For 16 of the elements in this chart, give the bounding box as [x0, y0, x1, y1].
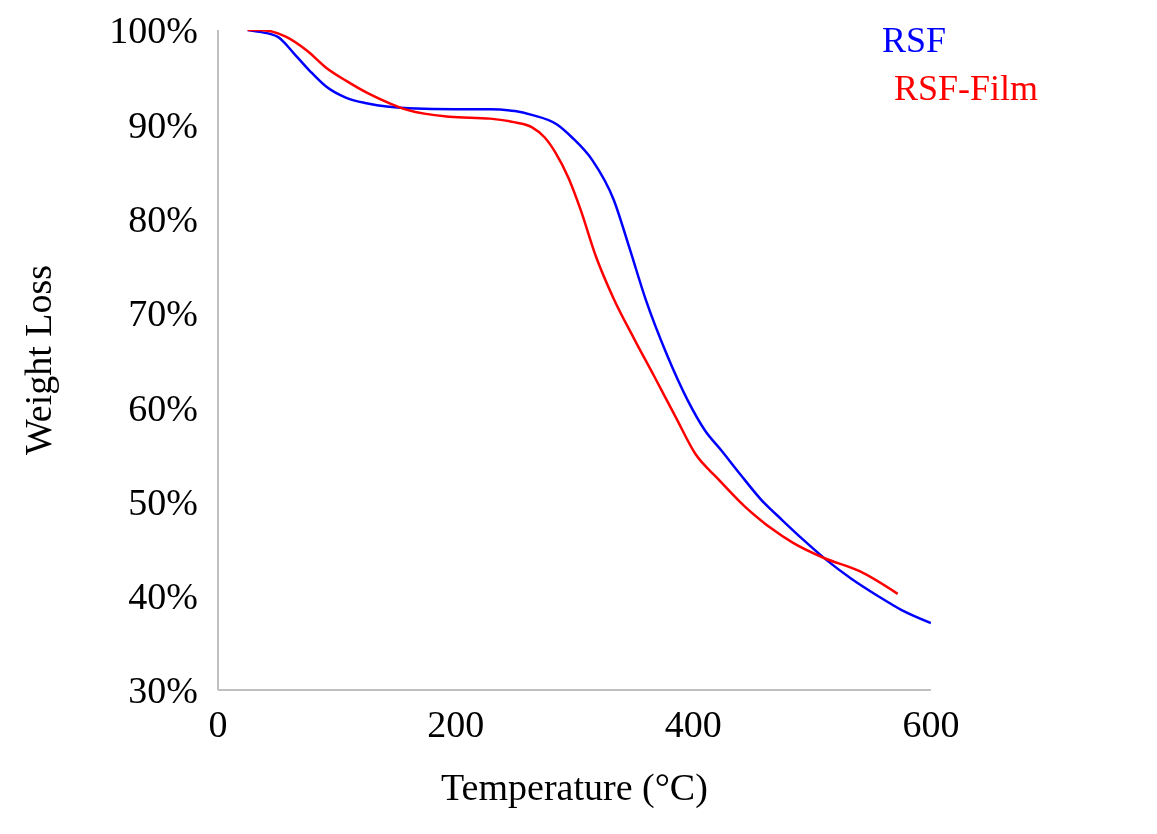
y-tick-label: 100% — [109, 9, 198, 52]
x-axis-title: Temperature (°C) — [441, 766, 708, 809]
y-tick-label: 80% — [128, 198, 198, 241]
y-tick-label: 30% — [128, 669, 198, 712]
text: RSF-Film — [893, 67, 1038, 110]
y-tick-label: 90% — [128, 103, 198, 146]
x-tick-label: 0 — [208, 702, 228, 745]
y-tick-label: 50% — [128, 480, 198, 523]
y-tick-label: 40% — [128, 575, 198, 618]
text: RSF — [881, 19, 947, 62]
y-tick-label: 60% — [128, 386, 198, 429]
y-axis-title: Weight Loss — [17, 264, 60, 456]
x-tick-label: 200 — [427, 702, 485, 745]
x-tick-label: 600 — [902, 702, 960, 745]
x-tick-label: 400 — [664, 702, 722, 745]
y-tick-label: 70% — [128, 292, 198, 335]
